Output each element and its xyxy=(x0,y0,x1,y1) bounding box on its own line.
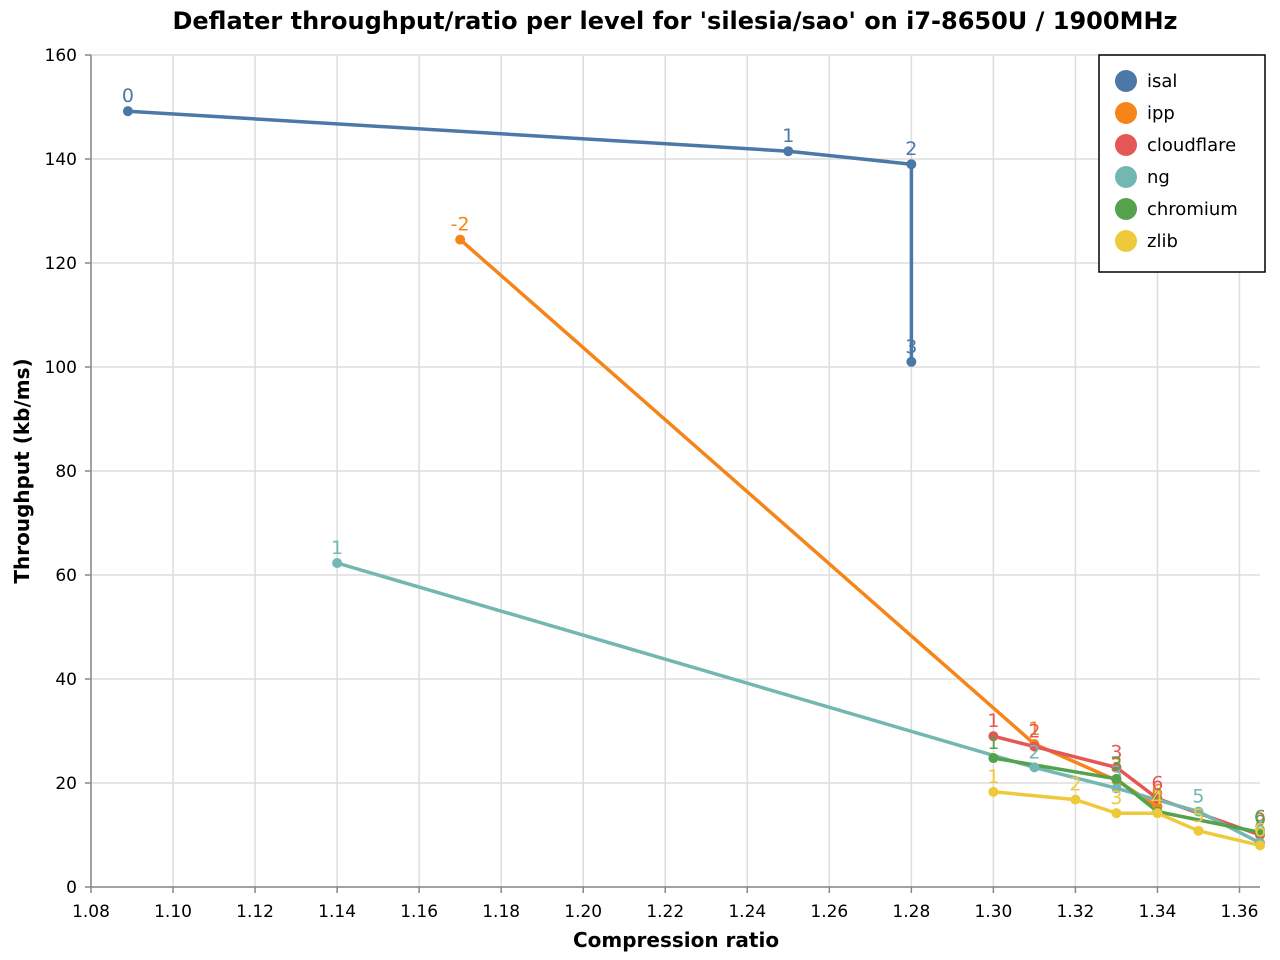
x-tick-label: 1.10 xyxy=(154,902,192,922)
data-label-ng: 1 xyxy=(331,537,343,559)
data-label-cloudflare: 9 xyxy=(1254,809,1266,831)
series-line-isal xyxy=(127,109,914,362)
y-tick-label: 100 xyxy=(45,358,77,378)
series-line-chromium xyxy=(993,756,1261,835)
x-tick-label: 1.26 xyxy=(810,902,848,922)
x-tick-label: 1.28 xyxy=(892,902,930,922)
data-label-ng: 5 xyxy=(1192,786,1204,808)
data-point-zlib xyxy=(1255,840,1265,851)
legend-swatch-isal xyxy=(1115,70,1137,92)
data-point-chromium xyxy=(1255,827,1265,838)
y-tick-label: 140 xyxy=(45,150,77,170)
axes: 1.08 1.10 1.12 1.14 1.16 1.18 1.20 1.22 1.24 1.26… xyxy=(45,46,1260,922)
data-label-cloudflare: 1 xyxy=(987,710,999,732)
legend: isal ipp cloudflare ng chromium zlib xyxy=(1098,54,1266,273)
data-label-ipp: 1 xyxy=(1028,718,1040,740)
series-line-zlib xyxy=(993,790,1261,848)
data-point-ng xyxy=(1193,806,1204,817)
data-label-zlib: 4 xyxy=(1151,787,1163,809)
data-point-isal xyxy=(122,106,133,117)
x-tick-label: 1.24 xyxy=(728,902,766,922)
x-tick-label: 1.22 xyxy=(646,902,684,922)
data-label-zlib: 3 xyxy=(1110,787,1122,809)
data-label-zlib: 5 xyxy=(1192,805,1204,827)
data-point-zlib xyxy=(1152,808,1163,819)
data-point-cloudflare xyxy=(988,731,999,742)
series-line-ipp xyxy=(459,238,1159,808)
y-tick-label: 40 xyxy=(55,670,77,690)
data-point-isal xyxy=(906,159,917,170)
data-point-ipp xyxy=(455,234,466,245)
y-tick-label: 160 xyxy=(45,46,77,66)
x-axis-title: Compression ratio xyxy=(573,928,779,952)
x-tick-label: 1.14 xyxy=(318,902,356,922)
x-tick-label: 1.16 xyxy=(400,902,438,922)
data-label-cloudflare: 6 xyxy=(1151,773,1163,795)
data-point-zlib xyxy=(988,786,999,797)
x-tick-label: 1.32 xyxy=(1056,902,1094,922)
x-tick-label: 1.12 xyxy=(236,902,274,922)
chart-title: Deflater throughput/ratio per level for … xyxy=(172,7,1177,35)
data-label-ipp: -2 xyxy=(451,214,470,236)
data-label-isal: 3 xyxy=(905,336,917,358)
y-tick-label: 120 xyxy=(45,254,77,274)
legend-swatch-chromium xyxy=(1115,198,1137,220)
legend-label-cloudflare: cloudflare xyxy=(1147,135,1236,156)
data-label-cloudflare: 3 xyxy=(1110,741,1122,763)
data-label-chromium: 4 xyxy=(1151,786,1163,808)
data-label-isal: 2 xyxy=(905,138,917,160)
data-point-zlib xyxy=(1193,825,1204,836)
data-point-cloudflare xyxy=(1111,762,1122,773)
data-label-chromium: 6 xyxy=(1254,806,1266,828)
legend-swatch-ng xyxy=(1115,166,1137,188)
y-tick-label: 0 xyxy=(66,878,77,898)
data-point-zlib xyxy=(1070,794,1081,805)
data-point-zlib xyxy=(1111,808,1122,819)
legend-label-zlib: zlib xyxy=(1147,231,1178,252)
y-tick-label: 80 xyxy=(55,462,77,482)
data-point-isal xyxy=(783,146,794,157)
x-tick-label: 1.20 xyxy=(564,902,602,922)
data-label-isal: 0 xyxy=(122,85,134,107)
x-tick-label: 1.30 xyxy=(974,902,1012,922)
x-tick-label: 1.18 xyxy=(482,902,520,922)
y-tick-label: 20 xyxy=(55,774,77,794)
data-point-ng xyxy=(332,558,343,569)
data-point-ng xyxy=(1029,762,1040,773)
legend-label-chromium: chromium xyxy=(1147,199,1238,220)
data-label-cloudflare: 2 xyxy=(1028,721,1040,743)
x-tick-label: 1.36 xyxy=(1221,902,1259,922)
data-label-ng: 2 xyxy=(1028,741,1040,763)
y-tick-label: 60 xyxy=(55,566,77,586)
y-axis-title: Throughput (kb/ms) xyxy=(10,358,34,583)
data-point-chromium xyxy=(988,753,999,764)
data-label-zlib: 2 xyxy=(1069,774,1081,796)
legend-swatch-cloudflare xyxy=(1115,134,1137,156)
legend-label-ipp: ipp xyxy=(1147,103,1175,124)
x-tick-label: 1.34 xyxy=(1139,902,1177,922)
x-tick-label: 1.08 xyxy=(72,902,110,922)
grid xyxy=(90,54,1260,888)
legend-swatch-zlib xyxy=(1115,230,1137,252)
data-point-isal xyxy=(906,356,917,367)
data-point-cloudflare xyxy=(1029,741,1040,752)
data-label-zlib: 1 xyxy=(987,766,999,788)
data-point-chromium xyxy=(1111,773,1122,784)
data-label-zlib: 6 xyxy=(1254,819,1266,841)
data-point-ng xyxy=(1111,783,1122,794)
data-point-cloudflare xyxy=(1152,793,1163,804)
data-label-isal: 1 xyxy=(782,125,794,147)
data-label-chromium: 3 xyxy=(1110,753,1122,775)
legend-label-isal: isal xyxy=(1147,71,1177,92)
legend-label-ng: ng xyxy=(1147,167,1170,188)
data-label-chromium: 1 xyxy=(987,732,999,754)
legend-swatch-ipp xyxy=(1115,102,1137,124)
